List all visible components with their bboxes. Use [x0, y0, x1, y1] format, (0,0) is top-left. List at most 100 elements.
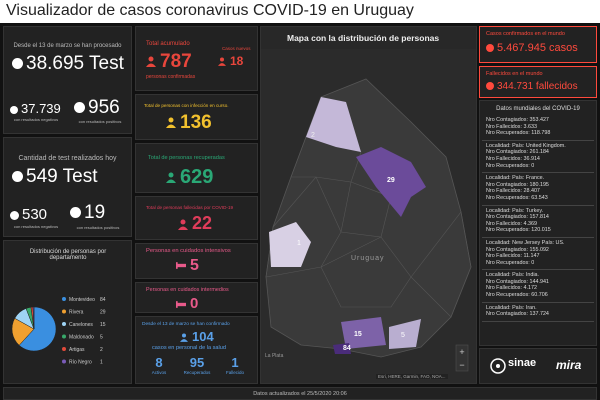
text: 629	[180, 166, 214, 188]
bed-icon	[176, 262, 186, 270]
value: 104	[180, 329, 214, 344]
positive: 956	[74, 97, 120, 119]
card-title: Personas en cuidados intensivos	[146, 248, 231, 254]
legend-label: Rivera	[69, 309, 84, 315]
pie-slice	[18, 306, 57, 352]
caption: Casos confirmados en el mundo	[486, 31, 565, 37]
distribution-panel: Distribución de personas por departament…	[3, 240, 132, 384]
bed-icon	[176, 300, 186, 308]
map-count: 5	[401, 332, 405, 339]
icon	[10, 210, 19, 220]
negative: 37.739	[10, 101, 61, 116]
logos: sinae mira	[479, 348, 597, 384]
logo: mira	[556, 358, 582, 372]
card-title: Total de personas fallecidas por COVID-1…	[146, 205, 234, 210]
new-title: Casos nuevos	[222, 46, 251, 51]
value: 19	[84, 202, 106, 223]
total-card: Total acumulado 787 personas confirmadas…	[135, 26, 258, 91]
legend-swatch	[62, 347, 66, 351]
title: Visualizador de casos coronavirus COVID-…	[6, 2, 414, 19]
info-icon	[12, 58, 23, 70]
card-title: Total de personas con infección en curso…	[144, 103, 229, 108]
health-item: 1 Fallecido	[216, 355, 254, 375]
entry-line: Nro Fallecidos: 28.407	[486, 188, 540, 195]
legend-label: Canelones	[69, 322, 93, 328]
rio-negro	[269, 222, 311, 267]
sinae-icon	[490, 358, 506, 374]
text: 136	[180, 112, 212, 133]
entry-line: Nro Fallecidos: 36.914	[486, 155, 540, 162]
map: + −	[261, 27, 476, 383]
zoom-out[interactable]: −	[459, 360, 464, 370]
zoom-in[interactable]: +	[459, 347, 464, 357]
entry-line: Localidad: País: France.	[486, 175, 545, 182]
info-icon	[12, 171, 23, 183]
attribution: Esri, HERE, Garmin, FAO, NOA...	[376, 374, 448, 379]
value: 5	[176, 257, 199, 275]
item-value: 1	[231, 355, 239, 370]
caption: Cantidad de test realizados hoy	[18, 155, 117, 162]
person-icon	[178, 219, 188, 230]
zoom-control[interactable]	[455, 344, 469, 372]
world-entry: Localidad: País: France. Nro Contagiados:…	[482, 173, 594, 206]
entry-line: Nro Fallecidos: 3.633	[486, 123, 537, 130]
entry-line: Localidad: New Jersey País: US.	[486, 239, 565, 246]
montevideo	[333, 343, 351, 354]
tests-panel: Desde el 13 de marzo se han procesado 38…	[3, 26, 132, 134]
label: personas confirmadas	[146, 74, 196, 80]
label: con resultados negativos	[13, 224, 59, 229]
person-icon	[146, 56, 156, 68]
total: 549 Test	[12, 166, 97, 188]
maldonado	[389, 319, 421, 349]
footer: Datos actualizados el 25/5/2020 20:06	[3, 387, 597, 400]
entry-line: Nro Fallecidos: 11.147	[486, 253, 540, 260]
legend-label: Río Negro	[69, 359, 92, 365]
item-value: 95	[189, 355, 205, 370]
health-item: 95 Recuperados	[178, 355, 216, 375]
entry-line: Nro Recuperados: 120.015	[486, 227, 551, 234]
label: con resultados positivos	[76, 225, 120, 230]
legend-label: Montevideo	[69, 297, 95, 303]
label: casos en personal de la salud	[152, 345, 227, 351]
legend-value: 15	[100, 322, 106, 328]
world-list-panel: Datos mundiales del COVID-19 Nro Contagi…	[479, 100, 597, 346]
icon	[10, 105, 18, 114]
entry-line: Nro Fallecidos: 4.369	[486, 220, 537, 227]
person-icon	[166, 172, 176, 184]
recovered-card: Total de personas recuperadas 629	[135, 143, 258, 193]
item-label: Activos	[151, 370, 167, 375]
text: 18	[230, 54, 244, 68]
map-title: Mapa con la distribución de personas	[287, 33, 440, 43]
person-icon	[180, 333, 188, 342]
legend-swatch	[62, 322, 66, 326]
legend-value: 1	[100, 359, 103, 365]
icon	[70, 207, 81, 219]
card-title: Total acumulado	[146, 41, 190, 47]
rivera	[356, 147, 426, 217]
text: 104	[192, 329, 214, 344]
text: 344.731 fallecidos	[497, 81, 578, 92]
negative: 530	[10, 206, 47, 223]
entry-line: Nro Contagiados: 144.941	[486, 278, 549, 285]
entry-line: Nro Contagiados: 180.195	[486, 181, 549, 188]
item-label: Recuperados	[183, 370, 211, 375]
card-title: Personas en cuidados intermedios	[146, 287, 229, 293]
world-entry: Localidad: New Jersey País: US. Nro Conta…	[482, 238, 594, 271]
place-label: Uruguay	[351, 255, 385, 262]
value: 5.467.945 casos	[486, 42, 578, 54]
entry-line: Localidad: País: India.	[486, 272, 540, 279]
world-list[interactable]: Nro Contagiados: 353.427 Nro Fallecidos: …	[482, 115, 594, 345]
entry-line: Nro Fallecidos: 4.172	[486, 285, 537, 292]
world-entry: Localidad: País: Turkey. Nro Contagiados:…	[482, 206, 594, 238]
label: con resultados positivos	[78, 119, 122, 124]
card-title: Total de personas recuperadas	[148, 155, 225, 161]
caption: Fallecidos en el mundo	[486, 71, 543, 77]
caption: Desde el 13 de marzo se han confirmado	[142, 322, 230, 327]
value: 549 Test	[26, 166, 98, 187]
entry-line: Nro Contagiados: 261.184	[486, 149, 549, 156]
value: 22	[178, 213, 212, 234]
value: 0	[176, 295, 198, 312]
value: 344.731 fallecidos	[486, 81, 578, 92]
